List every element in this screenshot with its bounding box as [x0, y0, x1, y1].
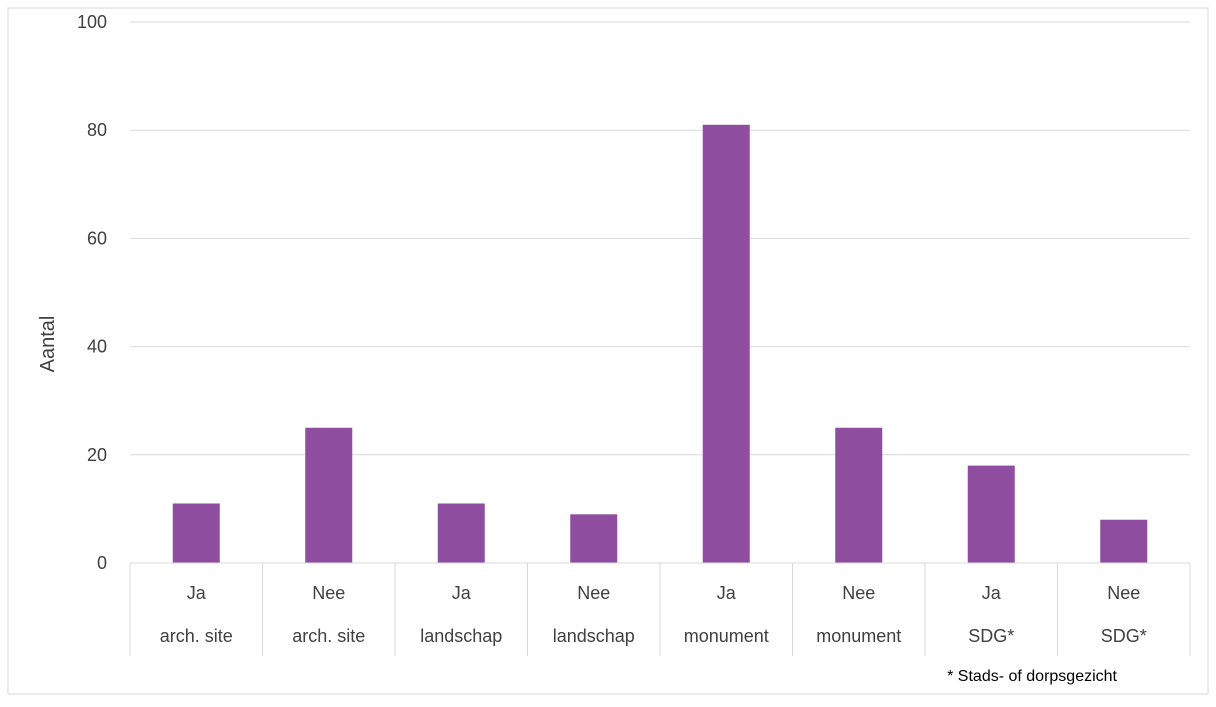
category-label-top: Nee [842, 583, 875, 603]
bar [570, 514, 618, 563]
category-label-bottom: landschap [420, 626, 502, 646]
footnote: * Stads- of dorpsgezicht [947, 668, 1117, 685]
y-tick-label: 0 [97, 553, 107, 573]
bar [835, 427, 883, 563]
category-label-top: Nee [577, 583, 610, 603]
y-tick-label: 40 [87, 337, 107, 357]
bar [967, 465, 1015, 563]
y-tick-label: 100 [77, 12, 107, 32]
category-label-top: Nee [1107, 583, 1140, 603]
chart-border [7, 7, 1209, 695]
bar [702, 124, 750, 563]
category-label-bottom: arch. site [292, 626, 365, 646]
bars [172, 124, 1148, 563]
category-label-bottom: monument [684, 626, 769, 646]
bar [1100, 519, 1148, 563]
category-label-top: Ja [717, 583, 737, 603]
category-label-top: Ja [187, 583, 207, 603]
bar [172, 503, 220, 563]
y-tick-label: 60 [87, 228, 107, 248]
category-label-bottom: monument [816, 626, 901, 646]
category-label-top: Nee [312, 583, 345, 603]
category-label-bottom: landschap [553, 626, 635, 646]
category-label-bottom: SDG* [968, 626, 1014, 646]
y-tick-label: 20 [87, 445, 107, 465]
bar [437, 503, 485, 563]
axes [129, 562, 1191, 656]
gridlines [130, 21, 1190, 456]
bar [305, 427, 353, 563]
y-axis-title: Aantal [37, 316, 59, 373]
category-label-top: Ja [982, 583, 1002, 603]
category-label-bottom: arch. site [160, 626, 233, 646]
y-tick-label: 80 [87, 120, 107, 140]
category-label-top: Ja [452, 583, 472, 603]
labels: 0 20 40 60 80 100 Ja arch. site Nee arch. site Ja l… [77, 12, 1147, 646]
category-label-bottom: SDG* [1101, 626, 1147, 646]
